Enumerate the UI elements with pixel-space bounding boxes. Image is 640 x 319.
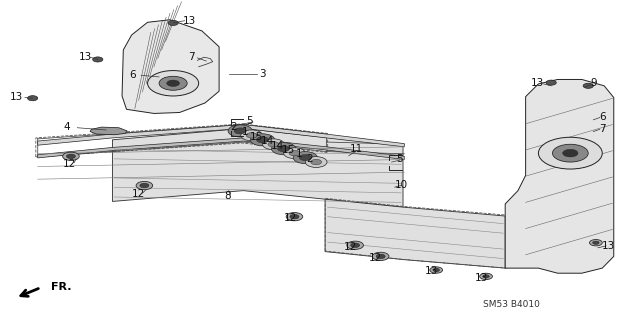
Text: FR.: FR. (51, 282, 71, 292)
Circle shape (372, 252, 389, 261)
Text: 4: 4 (63, 122, 70, 132)
Circle shape (241, 130, 262, 141)
Circle shape (552, 144, 588, 162)
Polygon shape (113, 128, 403, 207)
Text: 13: 13 (79, 52, 92, 62)
Circle shape (563, 149, 578, 157)
Circle shape (430, 267, 443, 273)
Circle shape (479, 273, 492, 279)
Circle shape (268, 142, 279, 147)
Circle shape (286, 212, 303, 221)
Circle shape (351, 243, 360, 248)
Text: 11: 11 (350, 144, 363, 154)
Text: 1: 1 (241, 127, 248, 137)
Circle shape (593, 241, 599, 244)
Circle shape (168, 20, 178, 26)
Text: 12: 12 (131, 189, 145, 199)
Polygon shape (122, 20, 219, 114)
Circle shape (167, 80, 179, 86)
Circle shape (228, 125, 252, 137)
Circle shape (483, 275, 489, 278)
Circle shape (311, 160, 321, 165)
Circle shape (305, 157, 327, 167)
Circle shape (257, 137, 269, 143)
Text: 3: 3 (259, 69, 266, 79)
Text: SM53 B4010: SM53 B4010 (483, 300, 540, 308)
Circle shape (140, 183, 149, 188)
Circle shape (246, 133, 257, 138)
Text: 12: 12 (284, 213, 296, 223)
Text: 13: 13 (531, 78, 544, 88)
Circle shape (538, 137, 602, 169)
Text: 2: 2 (230, 122, 237, 132)
Text: 13: 13 (182, 16, 196, 26)
Circle shape (63, 152, 79, 160)
Circle shape (136, 182, 153, 190)
Circle shape (262, 139, 284, 150)
Circle shape (293, 152, 317, 164)
Text: 8: 8 (224, 191, 230, 201)
Text: 5: 5 (246, 116, 253, 126)
Circle shape (271, 143, 296, 155)
Text: 1: 1 (296, 149, 302, 160)
Text: 2: 2 (306, 154, 312, 164)
Text: 12: 12 (344, 241, 357, 251)
Text: 12: 12 (63, 159, 76, 169)
Polygon shape (38, 124, 404, 147)
Text: 14: 14 (271, 141, 284, 151)
Circle shape (148, 70, 198, 96)
Text: 15: 15 (282, 145, 294, 155)
Circle shape (159, 76, 187, 90)
Circle shape (250, 134, 275, 146)
Circle shape (278, 146, 290, 152)
Text: 6: 6 (129, 70, 136, 80)
Circle shape (300, 155, 312, 160)
Circle shape (433, 269, 440, 271)
Text: 13: 13 (475, 273, 488, 283)
Polygon shape (90, 127, 127, 135)
Text: 7: 7 (188, 52, 195, 62)
Text: 12: 12 (369, 253, 382, 263)
Text: 9: 9 (590, 78, 596, 88)
Circle shape (589, 240, 602, 246)
Circle shape (28, 96, 38, 101)
Text: 13: 13 (424, 266, 438, 276)
Circle shape (583, 83, 593, 88)
Circle shape (290, 214, 299, 219)
Circle shape (289, 151, 300, 156)
Polygon shape (325, 199, 505, 268)
Text: 13: 13 (10, 92, 23, 102)
Text: 7: 7 (599, 124, 605, 134)
Text: 14: 14 (260, 136, 274, 146)
Circle shape (546, 80, 556, 85)
Text: 15: 15 (250, 132, 263, 142)
Text: 10: 10 (395, 180, 408, 190)
Circle shape (93, 57, 103, 62)
Polygon shape (38, 138, 404, 160)
Circle shape (234, 128, 246, 134)
Text: 5: 5 (396, 154, 403, 165)
Circle shape (284, 148, 305, 159)
Circle shape (376, 254, 385, 259)
Text: 13: 13 (602, 241, 615, 250)
Circle shape (67, 154, 76, 159)
Polygon shape (505, 79, 614, 273)
Text: 6: 6 (599, 112, 605, 122)
Circle shape (347, 241, 364, 249)
